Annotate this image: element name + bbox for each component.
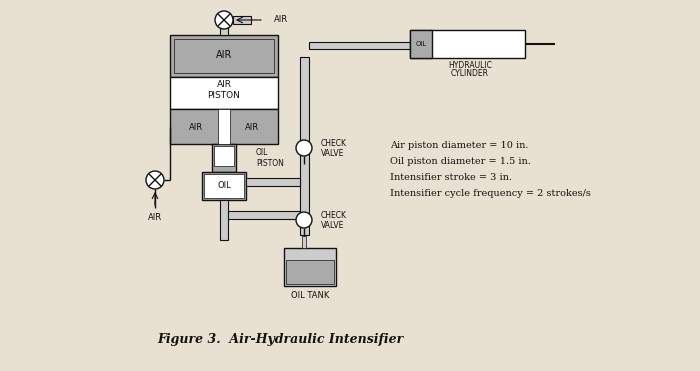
Text: HYDRAULIC: HYDRAULIC [448, 62, 492, 70]
Text: AIR: AIR [216, 50, 232, 60]
Text: Oil piston diameter = 1.5 in.: Oil piston diameter = 1.5 in. [390, 157, 531, 165]
Text: OIL
PISTON: OIL PISTON [256, 148, 284, 168]
Bar [220, 13, 228, 35]
Text: VALVE: VALVE [321, 220, 344, 230]
Bar [220, 200, 228, 240]
Bar [218, 109, 230, 144]
Bar [170, 35, 278, 77]
Circle shape [146, 171, 164, 189]
Circle shape [215, 11, 233, 29]
Text: Intensifier stroke = 3 in.: Intensifier stroke = 3 in. [390, 173, 512, 181]
Text: AIR: AIR [189, 122, 203, 131]
Text: AIR: AIR [274, 16, 288, 24]
Bar [170, 77, 278, 109]
Text: AIR
PISTON: AIR PISTON [208, 80, 240, 100]
Bar [202, 172, 246, 200]
Text: AIR: AIR [245, 122, 259, 131]
Bar [410, 30, 432, 58]
Text: Air piston diameter = 10 in.: Air piston diameter = 10 in. [390, 141, 528, 150]
Text: CHECK: CHECK [321, 211, 347, 220]
Bar [228, 211, 300, 219]
Bar [410, 30, 525, 58]
Text: AIR: AIR [148, 213, 162, 223]
Bar [246, 178, 300, 186]
Bar [302, 236, 306, 248]
Bar [309, 42, 434, 49]
Bar [233, 16, 251, 24]
Bar [300, 57, 309, 235]
Circle shape [296, 140, 312, 156]
Circle shape [296, 212, 312, 228]
Text: CHECK: CHECK [321, 139, 347, 148]
Text: Figure 3.  Air-Hydraulic Intensifier: Figure 3. Air-Hydraulic Intensifier [157, 334, 403, 347]
Bar [204, 174, 244, 198]
Text: OIL: OIL [217, 181, 231, 190]
Text: Intensifier cycle frequency = 2 strokes/s: Intensifier cycle frequency = 2 strokes/… [390, 188, 591, 197]
Bar [212, 144, 236, 172]
Bar [284, 248, 336, 286]
Bar [174, 39, 274, 73]
Bar [170, 109, 278, 144]
Text: OIL TANK: OIL TANK [290, 292, 329, 301]
Text: OIL: OIL [415, 41, 426, 47]
Text: VALVE: VALVE [321, 148, 344, 158]
Bar [286, 260, 334, 284]
Bar [214, 146, 234, 166]
Text: CYLINDER: CYLINDER [451, 69, 489, 79]
